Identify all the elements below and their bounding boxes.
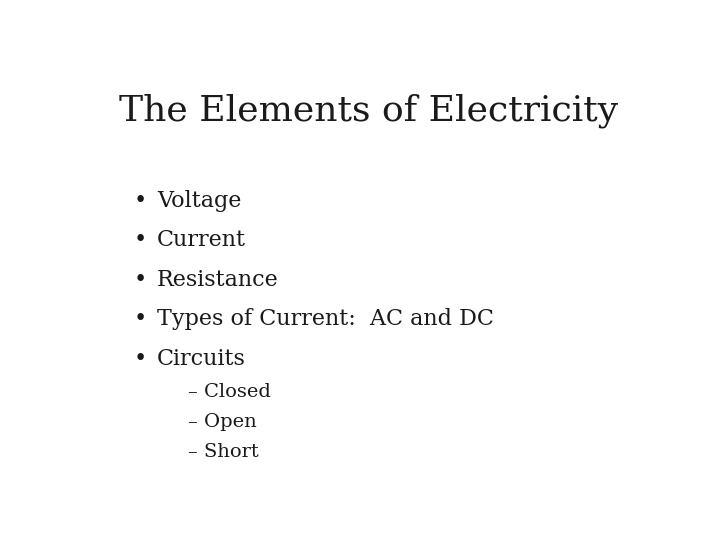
- Text: Circuits: Circuits: [157, 348, 246, 369]
- Text: Voltage: Voltage: [157, 190, 241, 212]
- Text: •: •: [134, 308, 147, 330]
- Text: – Short: – Short: [188, 443, 258, 461]
- Text: The Elements of Electricity: The Elements of Electricity: [120, 94, 618, 129]
- Text: Resistance: Resistance: [157, 268, 279, 291]
- Text: Types of Current:  AC and DC: Types of Current: AC and DC: [157, 308, 494, 330]
- Text: •: •: [134, 190, 147, 212]
- Text: •: •: [134, 229, 147, 251]
- Text: Current: Current: [157, 229, 246, 251]
- Text: – Closed: – Closed: [188, 383, 271, 401]
- Text: •: •: [134, 268, 147, 291]
- Text: •: •: [134, 348, 147, 369]
- Text: – Open: – Open: [188, 413, 256, 431]
